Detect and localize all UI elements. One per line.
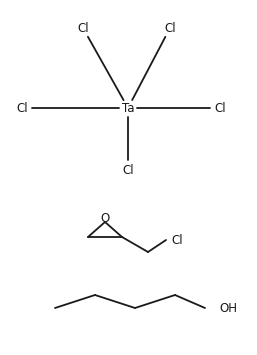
Text: Cl: Cl bbox=[171, 234, 183, 246]
Text: Ta: Ta bbox=[122, 102, 134, 115]
Text: Cl: Cl bbox=[164, 22, 176, 34]
Text: OH: OH bbox=[219, 301, 237, 315]
Text: Cl: Cl bbox=[16, 102, 28, 115]
Text: Cl: Cl bbox=[122, 164, 134, 176]
Text: Cl: Cl bbox=[214, 102, 226, 115]
Text: Cl: Cl bbox=[77, 22, 89, 34]
Text: O: O bbox=[100, 212, 110, 224]
